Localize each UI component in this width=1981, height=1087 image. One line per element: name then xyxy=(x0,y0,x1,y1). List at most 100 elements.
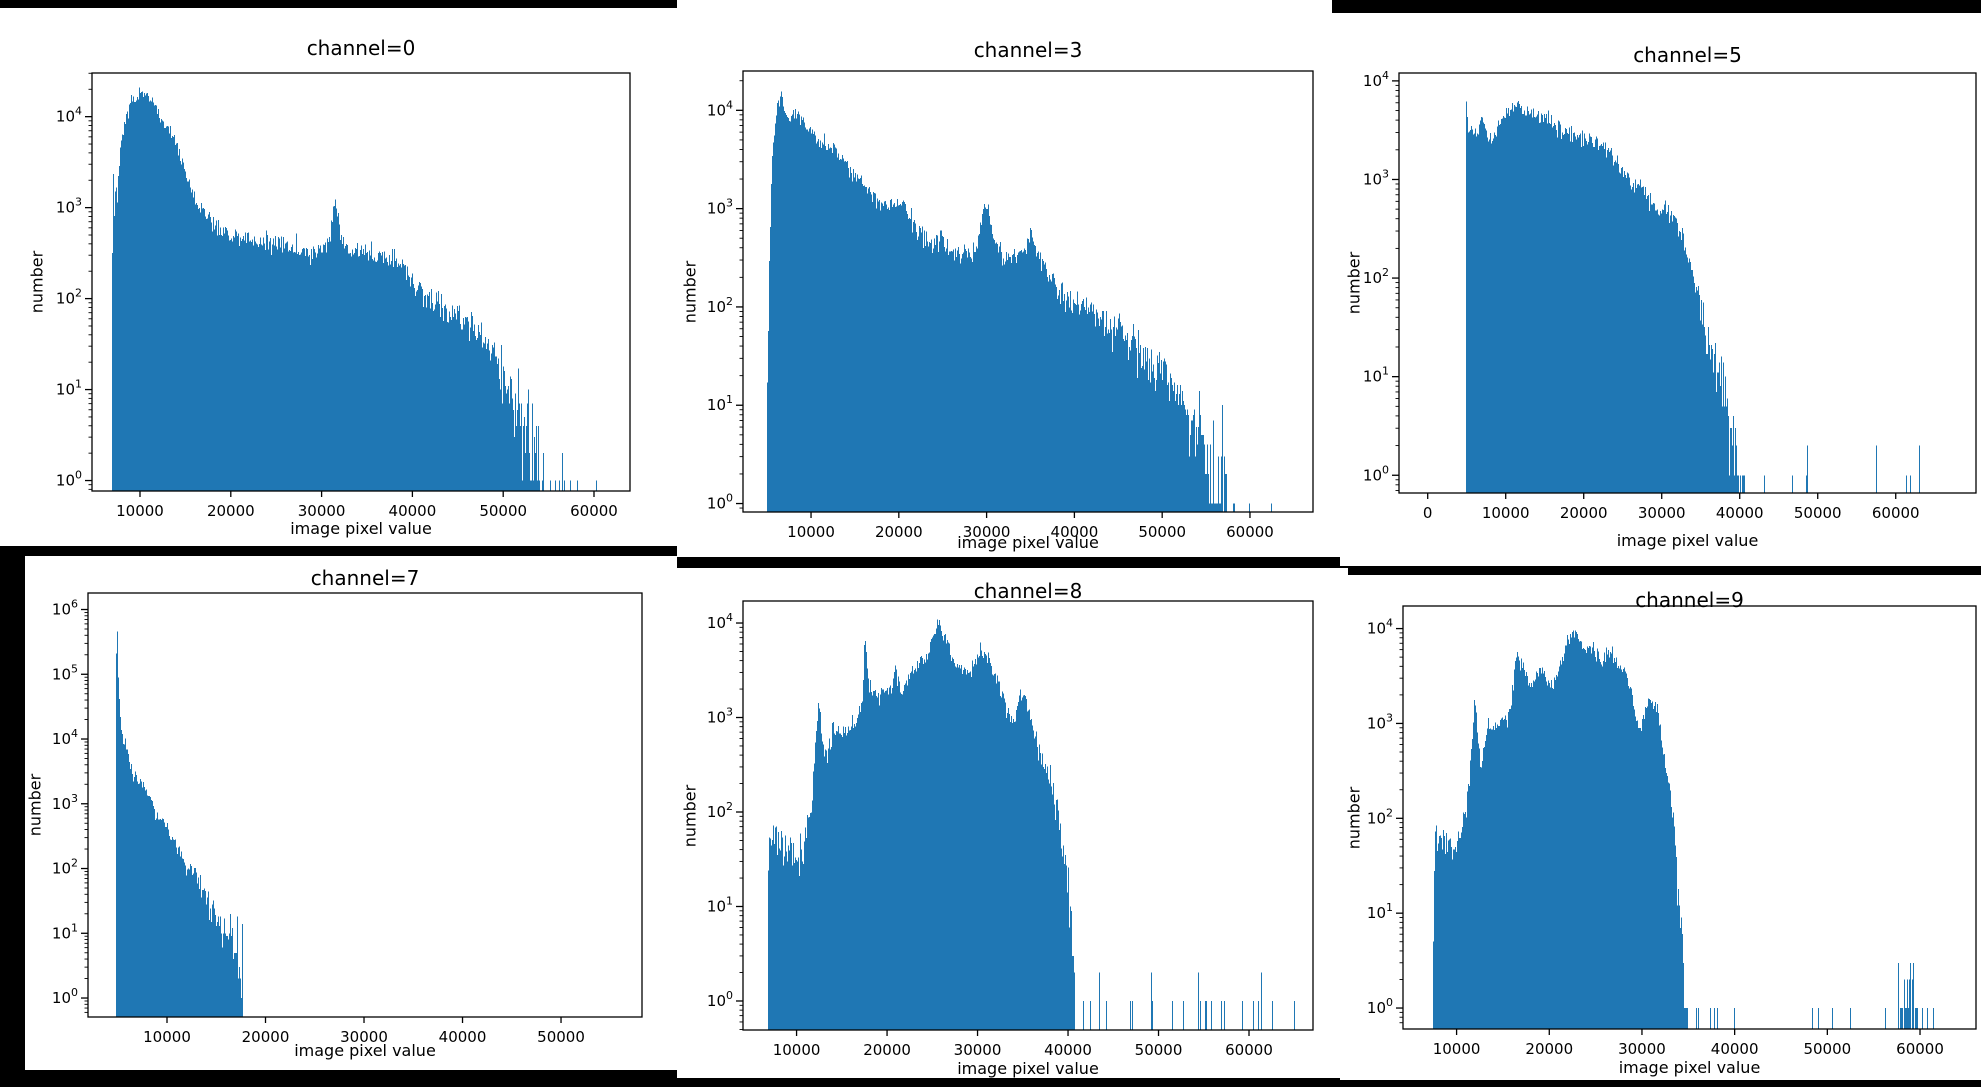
svg-text:20000: 20000 xyxy=(207,502,255,520)
svg-text:100: 100 xyxy=(1367,996,1393,1017)
svg-text:10000: 10000 xyxy=(1482,504,1530,522)
histogram-plot-channel-3: 100 101 102 103 104 10000 20000 30000 40000 50000… xyxy=(707,70,1314,541)
svg-text:20000: 20000 xyxy=(1560,504,1608,522)
svg-text:10000: 10000 xyxy=(116,502,164,520)
svg-text:101: 101 xyxy=(1363,365,1389,386)
chart-title: channel=3 xyxy=(973,38,1083,62)
y-axis-label: number xyxy=(25,773,45,837)
y-axis-label: number xyxy=(27,250,47,314)
svg-text:30000: 30000 xyxy=(1638,504,1686,522)
svg-text:40000: 40000 xyxy=(1051,523,1099,541)
svg-text:100: 100 xyxy=(707,492,733,513)
svg-text:102: 102 xyxy=(52,857,78,878)
svg-text:100: 100 xyxy=(1363,463,1389,484)
svg-text:40000: 40000 xyxy=(389,502,437,520)
svg-text:60000: 60000 xyxy=(1896,1040,1944,1058)
svg-text:106: 106 xyxy=(52,598,78,619)
figure-channel-0: 100 101 102 103 104 10000 20000 30000 40000 50000… xyxy=(0,8,677,546)
svg-text:60000: 60000 xyxy=(1872,504,1920,522)
chart-title: channel=0 xyxy=(306,36,416,60)
svg-text:104: 104 xyxy=(1363,69,1389,90)
svg-text:60000: 60000 xyxy=(570,502,618,520)
svg-text:20000: 20000 xyxy=(1525,1040,1573,1058)
chart-title: channel=8 xyxy=(973,579,1083,603)
svg-text:40000: 40000 xyxy=(1716,504,1764,522)
svg-text:102: 102 xyxy=(707,800,733,821)
svg-text:103: 103 xyxy=(1363,167,1389,188)
y-axis-label: number xyxy=(680,784,700,847)
svg-text:103: 103 xyxy=(52,792,78,813)
svg-text:10000: 10000 xyxy=(773,1041,821,1059)
svg-text:104: 104 xyxy=(1367,617,1393,638)
svg-text:60000: 60000 xyxy=(1225,1041,1273,1059)
svg-text:100: 100 xyxy=(56,469,82,490)
y-axis-label: number xyxy=(1344,786,1364,849)
figure-channel-5: 100 101 102 103 104 0 10000 20000 30000 40000 5000… xyxy=(1340,13,1981,566)
svg-text:50000: 50000 xyxy=(479,502,527,520)
svg-text:101: 101 xyxy=(707,393,733,414)
svg-text:102: 102 xyxy=(707,295,733,316)
svg-text:20000: 20000 xyxy=(863,1041,911,1059)
svg-text:20000: 20000 xyxy=(875,523,923,541)
svg-text:100: 100 xyxy=(52,986,78,1007)
histogram-plot-channel-0: 100 101 102 103 104 10000 20000 30000 40000 50000… xyxy=(56,72,631,520)
svg-text:101: 101 xyxy=(52,921,78,942)
svg-text:60000: 60000 xyxy=(1226,523,1274,541)
svg-text:101: 101 xyxy=(1367,901,1393,922)
svg-text:50000: 50000 xyxy=(537,1028,585,1046)
svg-text:40000: 40000 xyxy=(439,1028,487,1046)
svg-text:50000: 50000 xyxy=(1135,1041,1183,1059)
figure-channel-9: 100 101 102 103 104 10000 20000 30000 40000 50000… xyxy=(1340,575,1981,1080)
svg-text:101: 101 xyxy=(56,378,82,399)
svg-text:105: 105 xyxy=(52,662,78,683)
svg-text:103: 103 xyxy=(707,706,733,727)
svg-text:30000: 30000 xyxy=(963,523,1011,541)
histogram-plot-channel-8: 100 101 102 103 104 10000 20000 30000 40000 50000… xyxy=(707,600,1314,1059)
figure-channel-8: 100 101 102 103 104 10000 20000 30000 40000 50000… xyxy=(677,568,1348,1078)
histogram-plot-channel-5: 100 101 102 103 104 0 10000 20000 30000 40000 5000… xyxy=(1363,69,1977,522)
svg-text:102: 102 xyxy=(1363,266,1389,287)
x-axis-label: image pixel value xyxy=(1616,531,1759,550)
window-edge-bar xyxy=(1332,0,1981,13)
svg-text:50000: 50000 xyxy=(1138,523,1186,541)
svg-text:100: 100 xyxy=(707,989,733,1010)
svg-text:104: 104 xyxy=(56,105,82,126)
svg-text:20000: 20000 xyxy=(242,1028,290,1046)
svg-text:101: 101 xyxy=(707,894,733,915)
svg-text:50000: 50000 xyxy=(1794,504,1842,522)
svg-text:10000: 10000 xyxy=(787,523,835,541)
svg-text:102: 102 xyxy=(1367,806,1393,827)
svg-text:103: 103 xyxy=(1367,711,1393,732)
histogram-plot-channel-7: 100 101 102 103 104 105 106 10000 20000 30000 4000… xyxy=(52,592,643,1046)
x-axis-label: image pixel value xyxy=(294,1041,436,1060)
chart-title: channel=5 xyxy=(1633,43,1742,67)
svg-text:104: 104 xyxy=(707,98,733,119)
y-axis-label: number xyxy=(1344,251,1364,315)
svg-text:30000: 30000 xyxy=(298,502,346,520)
svg-text:102: 102 xyxy=(56,287,82,308)
svg-text:103: 103 xyxy=(707,197,733,218)
chart-title: channel=9 xyxy=(1635,588,1744,612)
svg-text:103: 103 xyxy=(56,196,82,217)
svg-text:10000: 10000 xyxy=(143,1028,191,1046)
svg-text:30000: 30000 xyxy=(340,1028,388,1046)
svg-text:104: 104 xyxy=(52,727,78,748)
svg-text:40000: 40000 xyxy=(1711,1040,1759,1058)
figure-channel-3: 100 101 102 103 104 10000 20000 30000 40000 50000… xyxy=(677,0,1348,557)
histogram-plot-channel-9: 100 101 102 103 104 10000 20000 30000 40000 50000… xyxy=(1367,605,1977,1058)
figure-channel-7: 100 101 102 103 104 105 106 10000 20000 30000 4000… xyxy=(25,556,677,1070)
svg-text:104: 104 xyxy=(707,611,733,632)
svg-text:0: 0 xyxy=(1423,504,1433,522)
y-axis-label: number xyxy=(680,260,700,323)
svg-text:50000: 50000 xyxy=(1803,1040,1851,1058)
x-axis-label: image pixel value xyxy=(957,1059,1099,1078)
x-axis-label: image pixel value xyxy=(1618,1058,1761,1077)
svg-text:40000: 40000 xyxy=(1044,1041,1092,1059)
chart-title: channel=7 xyxy=(310,566,420,590)
x-axis-label: image pixel value xyxy=(290,519,432,538)
svg-text:10000: 10000 xyxy=(1433,1040,1481,1058)
svg-text:30000: 30000 xyxy=(1618,1040,1666,1058)
svg-text:30000: 30000 xyxy=(954,1041,1002,1059)
x-axis-label: image pixel value xyxy=(957,533,1099,552)
